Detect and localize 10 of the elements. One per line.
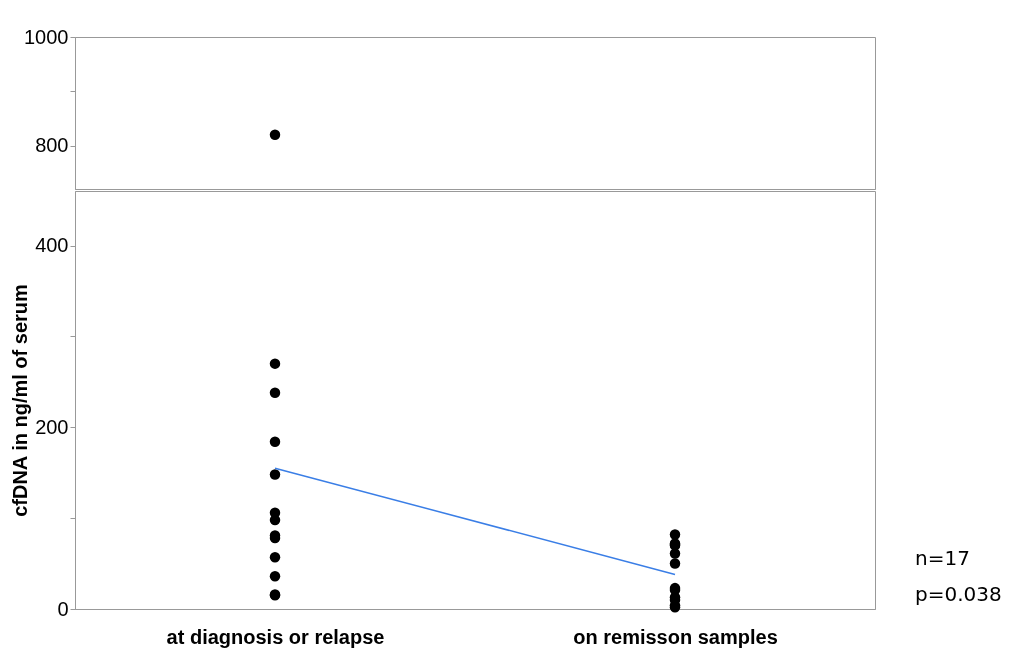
- y-tick-label: 1000: [24, 25, 69, 48]
- y-tick-label: 200: [35, 415, 69, 438]
- x-tick-label: at diagnosis or relapse: [166, 625, 385, 648]
- y-tick-label: 0: [57, 597, 69, 620]
- text: n=17: [915, 545, 971, 572]
- text: p=0.038: [915, 581, 1002, 608]
- x-tick-label: on remisson samples: [573, 625, 778, 648]
- y-axis-title: cfDNA in ng/ml of serum: [9, 284, 32, 517]
- y-tick-label: 800: [35, 134, 69, 157]
- y-tick-label: 400: [35, 234, 69, 257]
